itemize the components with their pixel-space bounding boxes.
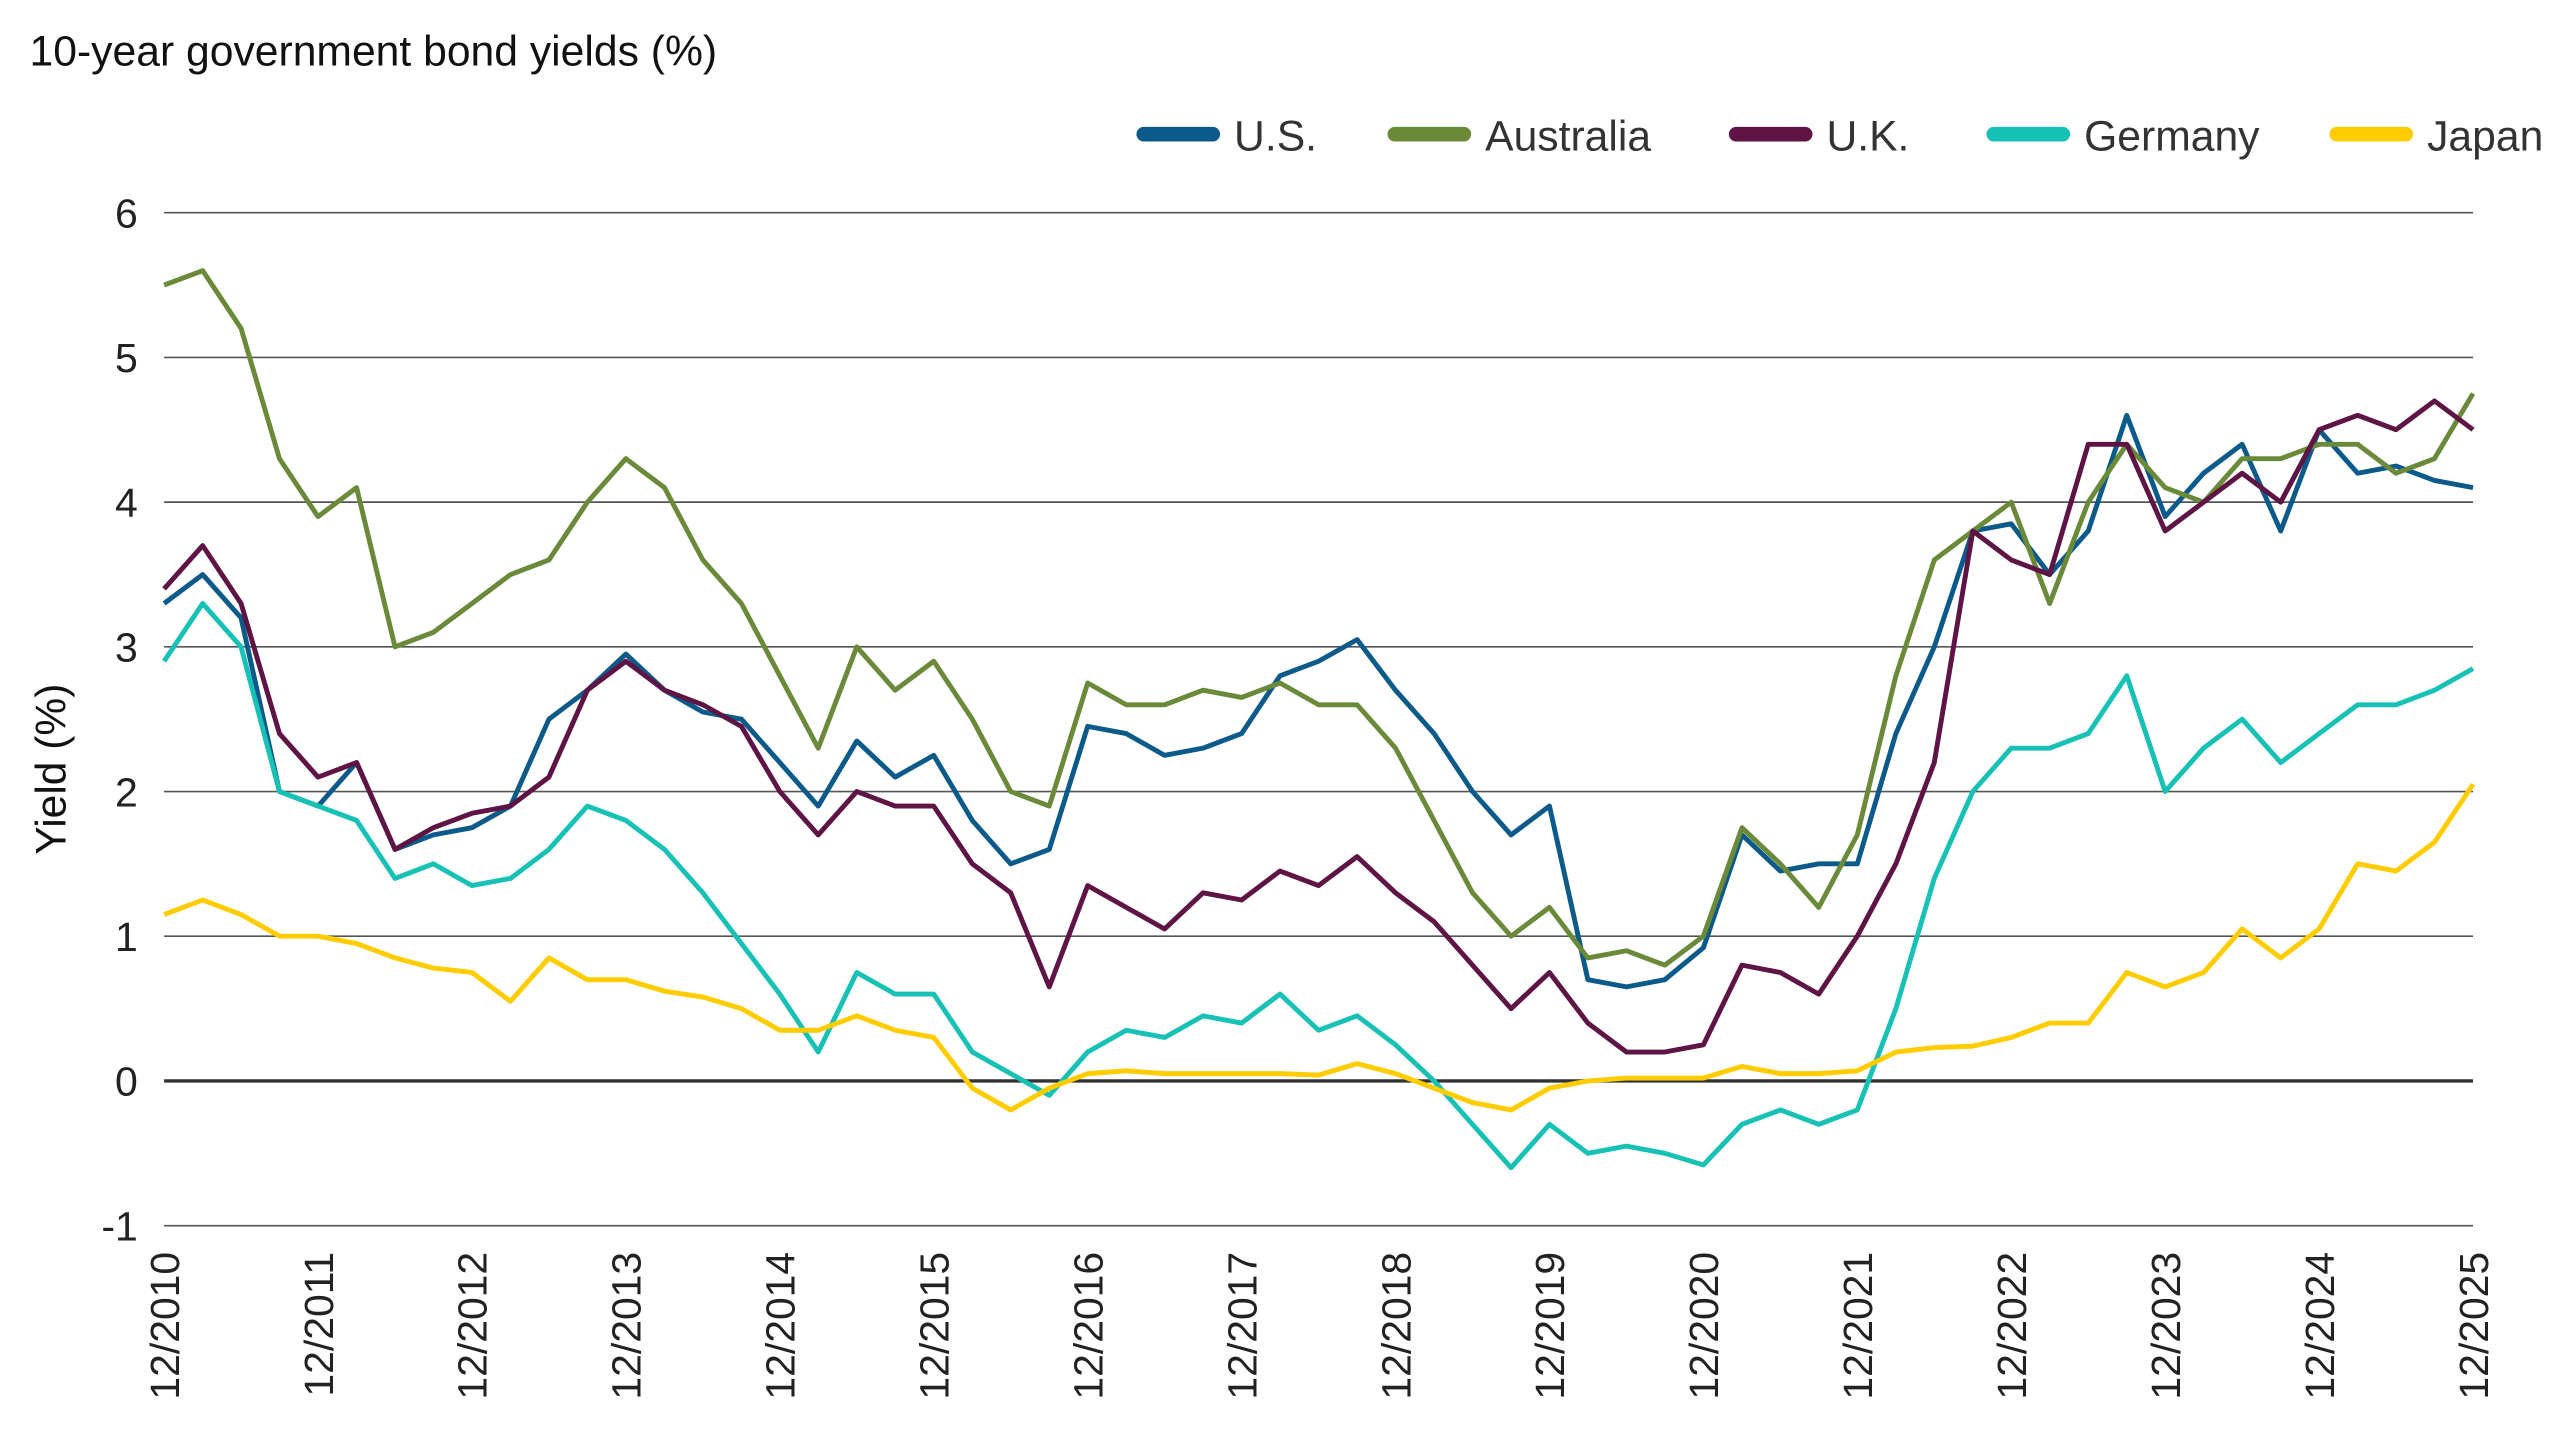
series-line-japan xyxy=(163,782,2476,1113)
legend-item: Japan xyxy=(2329,113,2543,161)
x-tick-label: 12/2015 xyxy=(911,1252,957,1400)
y-tick-label: 0 xyxy=(115,1059,138,1105)
series-lines xyxy=(162,268,2476,1171)
x-tick-label: 12/2021 xyxy=(1835,1252,1881,1400)
y-tick-label: 2 xyxy=(115,769,138,815)
x-tick-label: 12/2011 xyxy=(296,1252,342,1397)
x-tick-label: 12/2018 xyxy=(1373,1252,1419,1400)
y-axis-label: Yield (%) xyxy=(28,684,76,855)
legend-label: U.S. xyxy=(1234,113,1317,161)
series-line-us xyxy=(162,412,2474,990)
x-tick-label: 12/2025 xyxy=(2451,1252,2497,1400)
x-tick-label: 12/2012 xyxy=(450,1252,496,1400)
series-line-uk xyxy=(162,398,2475,1055)
x-tick-label: 12/2010 xyxy=(142,1252,188,1400)
gridlines xyxy=(164,211,2474,1227)
x-tick-label: 12/2016 xyxy=(1065,1252,1111,1400)
series-line-germany xyxy=(162,601,2475,1171)
legend-label: Germany xyxy=(2084,113,2260,161)
legend-item: Germany xyxy=(1986,113,2260,161)
legend-item: Australia xyxy=(1387,113,1651,161)
y-tick-label: 5 xyxy=(115,335,138,381)
x-tick-label: 12/2020 xyxy=(1681,1252,1727,1400)
x-tick-label: 12/2013 xyxy=(604,1252,650,1400)
x-axis-ticks: 12/2010 12/2011 12/2012 12/2013 12/2014 12/20… xyxy=(142,1252,2497,1400)
x-tick-label: 12/2023 xyxy=(2143,1252,2189,1400)
chart-title: 10-year government bond yields (%) xyxy=(30,28,718,76)
legend-label: Japan xyxy=(2427,113,2543,161)
legend-label: Australia xyxy=(1485,113,1651,161)
legend-item: U.S. xyxy=(1136,113,1317,161)
y-tick-label: -1 xyxy=(101,1203,137,1249)
y-axis-ticks: 6 5 4 3 2 1 0 -1 xyxy=(101,191,137,1250)
y-tick-label: 1 xyxy=(115,914,138,960)
y-tick-label: 6 xyxy=(115,191,138,237)
x-tick-label: 12/2024 xyxy=(2297,1252,2343,1400)
x-tick-label: 12/2017 xyxy=(1219,1252,1265,1400)
series-line-australia xyxy=(163,268,2476,968)
y-tick-label: 3 xyxy=(115,625,138,671)
x-tick-label: 12/2022 xyxy=(1989,1252,2035,1400)
legend-label: U.K. xyxy=(1826,113,1909,161)
legend-item: U.K. xyxy=(1728,113,1909,161)
x-tick-label: 12/2014 xyxy=(758,1252,804,1400)
legend: U.S. Australia U.K. Germany Japan xyxy=(1136,113,2543,161)
y-tick-label: 4 xyxy=(115,480,138,526)
x-tick-label: 12/2019 xyxy=(1527,1252,1573,1400)
